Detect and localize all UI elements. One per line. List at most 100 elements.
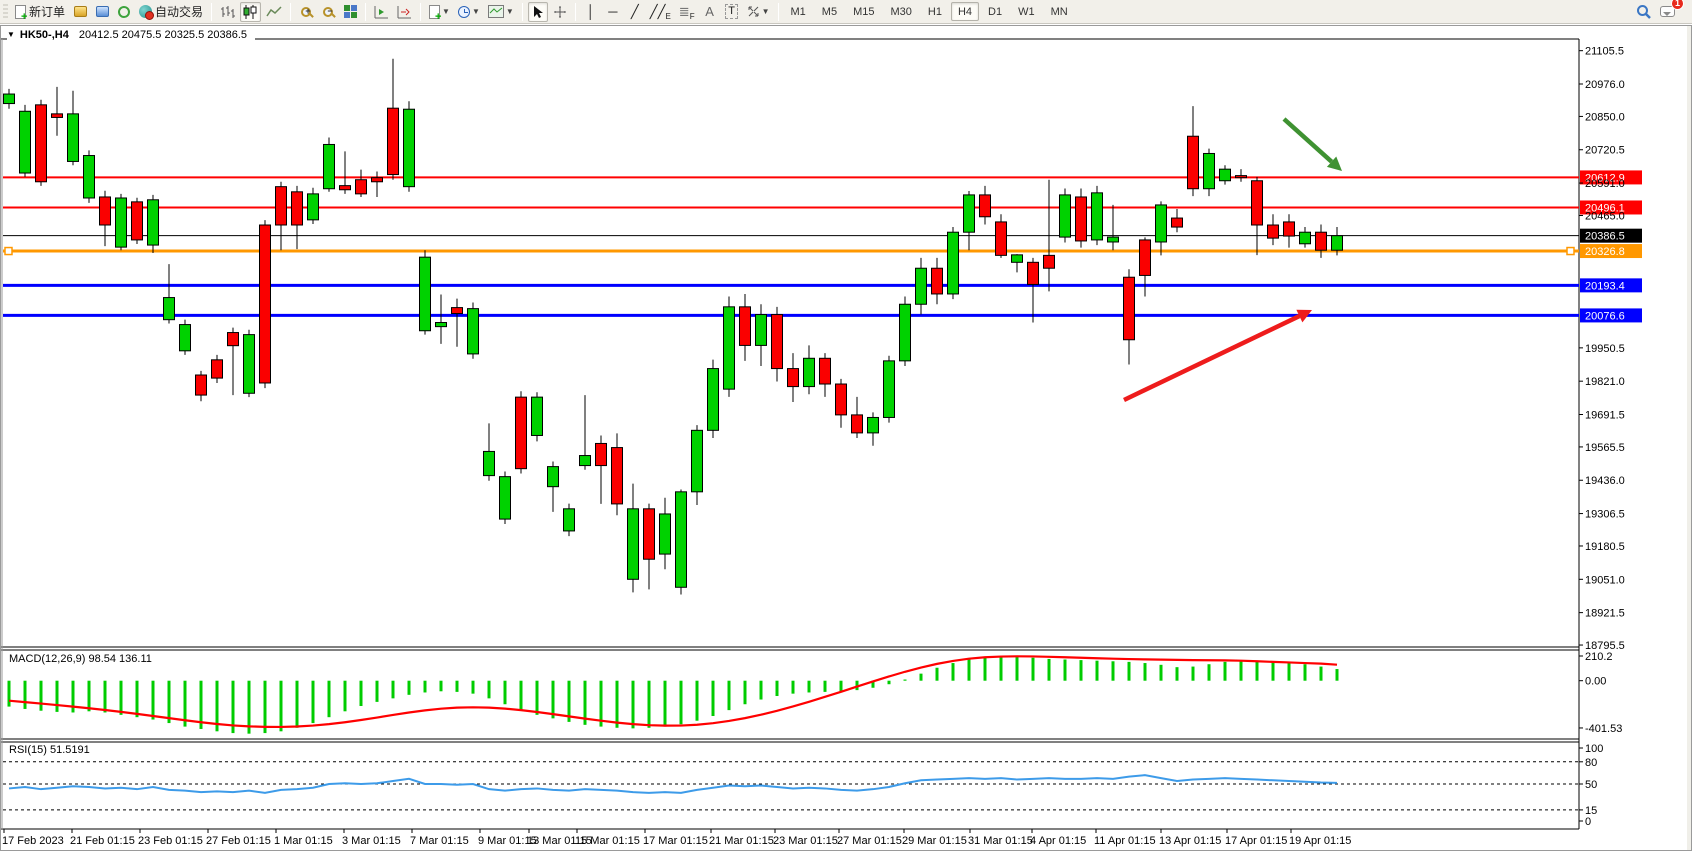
separator <box>521 2 523 21</box>
svg-text:31 Mar 01:15: 31 Mar 01:15 <box>968 835 1033 847</box>
svg-text:18921.5: 18921.5 <box>1585 608 1625 620</box>
tab-timeframe-M5[interactable]: M5 <box>821 5 838 18</box>
fibonacci-tool[interactable]: ≣ F <box>676 2 698 22</box>
auto-scroll-button[interactable] <box>394 2 415 22</box>
notifications-button[interactable]: 1 <box>1657 0 1684 22</box>
chart-canvas[interactable]: 20612.9 20496.1 20386.5 20326.8 20193.4 20076… <box>1 26 1691 850</box>
autotrading-button[interactable]: 自动交易 <box>136 2 206 22</box>
separator <box>777 2 779 21</box>
svg-text:11 Apr 01:15: 11 Apr 01:15 <box>1094 835 1156 847</box>
tab-timeframe-MN[interactable]: MN <box>1050 5 1068 18</box>
collapse-triangle-icon[interactable]: ▼ <box>7 30 15 39</box>
svg-text:19 Apr 01:15: 19 Apr 01:15 <box>1289 835 1351 847</box>
toolbar-grip <box>3 3 8 20</box>
chevron-down-icon: ▼ <box>761 7 770 16</box>
zoom-in-button[interactable]: + <box>296 2 316 22</box>
periods-button[interactable]: ▼ <box>455 2 483 22</box>
svg-text:27 Feb 01:15: 27 Feb 01:15 <box>206 835 271 847</box>
tab-timeframe-D1[interactable]: D1 <box>988 5 1003 18</box>
notification-badge: 1 <box>1671 0 1684 10</box>
fibonacci-icon: ≣ <box>678 4 690 19</box>
svg-text:20465.0: 20465.0 <box>1585 210 1625 222</box>
tab-timeframe-M30[interactable]: M30 <box>890 5 912 18</box>
arrows-tool[interactable]: ▼ <box>744 2 773 22</box>
svg-text:19691.5: 19691.5 <box>1585 410 1625 422</box>
profile-button[interactable] <box>92 2 112 22</box>
autotrading-label: 自动交易 <box>155 5 204 19</box>
zoom-out-icon: − <box>323 6 334 17</box>
svg-text:27 Mar 01:15: 27 Mar 01:15 <box>837 835 902 847</box>
svg-text:100: 100 <box>1585 743 1603 755</box>
crosshair-icon <box>553 5 566 18</box>
svg-text:17 Feb 2023: 17 Feb 2023 <box>2 835 64 847</box>
candlestick-chart-icon <box>243 4 257 19</box>
tab-timeframe-H4[interactable]: H4 <box>950 2 980 21</box>
svg-text:80: 80 <box>1585 757 1597 769</box>
svg-text:20720.5: 20720.5 <box>1585 145 1625 157</box>
separator <box>574 2 576 21</box>
signals-icon <box>118 5 131 18</box>
candles-layer <box>3 58 1343 595</box>
candlestick-chart-button[interactable] <box>240 1 262 22</box>
svg-text:19821.0: 19821.0 <box>1585 376 1625 388</box>
signals-button[interactable] <box>114 2 134 22</box>
toolbar-right: 1 <box>1632 0 1684 22</box>
chart-shift-button[interactable] <box>371 2 392 22</box>
search-icon <box>1637 4 1651 19</box>
separator <box>420 2 422 21</box>
svg-text:19950.5: 19950.5 <box>1585 343 1625 355</box>
label-tool[interactable]: T <box>722 2 742 22</box>
svg-text:29 Mar 01:15: 29 Mar 01:15 <box>902 835 967 847</box>
clock-icon <box>457 5 470 18</box>
svg-text:17 Mar 01:15: 17 Mar 01:15 <box>643 835 708 847</box>
svg-text:15: 15 <box>1585 805 1597 817</box>
tab-timeframe-M1[interactable]: M1 <box>790 5 806 18</box>
svg-text:1 Mar 01:15: 1 Mar 01:15 <box>274 835 333 847</box>
tile-windows-button[interactable] <box>340 2 360 22</box>
tile-windows-icon <box>343 5 357 18</box>
svg-text:13 Apr 01:15: 13 Apr 01:15 <box>1159 835 1221 847</box>
text-tool[interactable]: A <box>700 2 720 22</box>
search-button[interactable] <box>1633 2 1655 22</box>
indicators-icon: + <box>429 4 441 22</box>
svg-text:15 Mar 01:15: 15 Mar 01:15 <box>575 835 640 847</box>
separator <box>290 2 292 21</box>
svg-text:23 Feb 01:15: 23 Feb 01:15 <box>138 835 203 847</box>
cursor-tool-button[interactable] <box>527 1 548 22</box>
templates-button[interactable]: ▼ <box>485 2 517 22</box>
horizontal-line-tool[interactable]: ─ <box>603 2 623 22</box>
new-order-button[interactable]: + 新订单 <box>12 2 68 22</box>
charts-icon <box>73 6 87 17</box>
svg-text:20386.5: 20386.5 <box>1585 231 1625 243</box>
zoom-out-button[interactable]: − <box>318 2 338 22</box>
crosshair-tool-button[interactable] <box>550 2 570 22</box>
bar-chart-button[interactable] <box>217 2 238 22</box>
tab-timeframe-M15[interactable]: M15 <box>853 5 875 18</box>
axis-layer: 20612.9 20496.1 20386.5 20326.8 20193.4 20076… <box>2 46 1642 847</box>
svg-text:13 Mar 01:15: 13 Mar 01:15 <box>527 835 592 847</box>
line-chart-icon <box>266 5 282 16</box>
autotrading-icon <box>139 5 155 20</box>
svg-text:19180.5: 19180.5 <box>1585 541 1625 553</box>
chart-caption[interactable]: ▼ HK50-,H4 20412.5 20475.5 20325.5 20386… <box>7 28 256 41</box>
charts-button[interactable] <box>70 2 90 22</box>
svg-text:23 Mar 01:15: 23 Mar 01:15 <box>773 835 838 847</box>
channel-tool[interactable]: ╱╱ E <box>647 2 674 22</box>
tab-timeframe-W1[interactable]: W1 <box>1018 5 1035 18</box>
svg-text:0.00: 0.00 <box>1585 676 1606 688</box>
timeframe-bar: M1 M5 M15 M30 H1 H4 D1 W1 MN <box>783 2 1076 21</box>
svg-text:20850.0: 20850.0 <box>1585 111 1625 123</box>
zoom-in-icon: + <box>301 6 312 17</box>
chart-window: ▼ HK50-,H4 20412.5 20475.5 20325.5 20386… <box>0 25 1692 851</box>
vertical-line-tool[interactable]: │ <box>581 2 601 22</box>
cursor-icon <box>533 5 543 18</box>
svg-text:17 Apr 01:15: 17 Apr 01:15 <box>1225 835 1287 847</box>
tab-timeframe-H1[interactable]: H1 <box>927 5 942 18</box>
pane-frames <box>1 38 1580 830</box>
line-chart-button[interactable] <box>263 2 285 22</box>
indicators-button[interactable]: + ▼ <box>426 2 453 22</box>
trendline-tool[interactable]: ╱ <box>625 2 645 22</box>
svg-text:20193.4: 20193.4 <box>1585 280 1625 292</box>
svg-text:18795.5: 18795.5 <box>1585 640 1625 652</box>
chevron-down-icon: ▼ <box>471 7 480 16</box>
